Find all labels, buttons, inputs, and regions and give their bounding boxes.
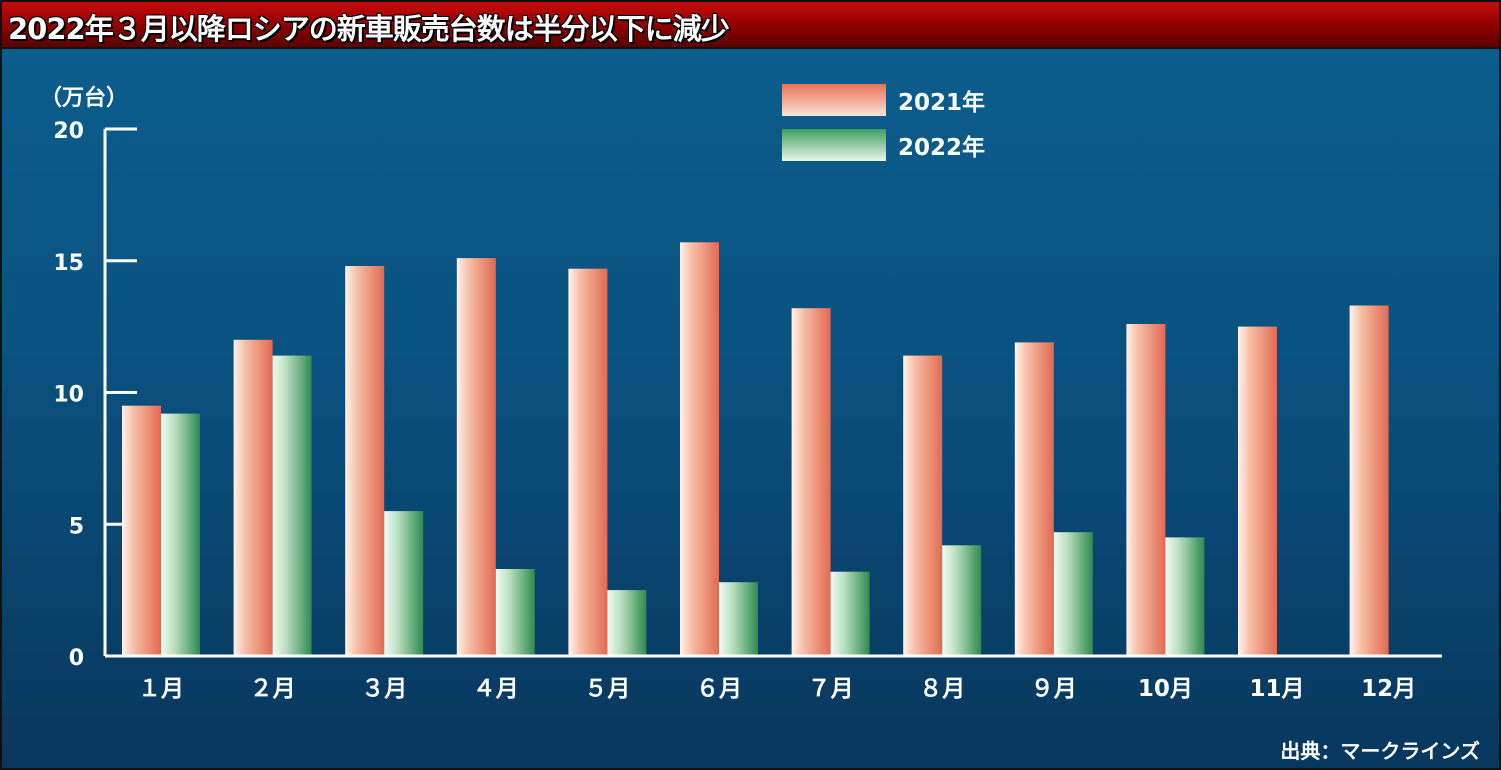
- bar-2022年-５月: [607, 590, 647, 656]
- bar-2021年-４月: [456, 258, 496, 656]
- y-tick-label: 5: [69, 514, 84, 539]
- y-tick-label: 15: [53, 251, 84, 276]
- legend-swatch-2022: [782, 129, 886, 161]
- y-axis-unit-label: （万台）: [40, 85, 128, 111]
- x-category-label: １月: [138, 676, 184, 702]
- bar-2022年-６月: [719, 582, 758, 656]
- x-category-label: ４月: [473, 676, 519, 702]
- x-category-label: 12月: [1361, 676, 1416, 702]
- bar-2021年-12月: [1349, 305, 1389, 656]
- bar-2022年-２月: [272, 355, 312, 656]
- bar-2022年-３月: [384, 511, 424, 656]
- bar-2021年-３月: [345, 266, 385, 656]
- bar-2021年-10月: [1126, 324, 1166, 656]
- title-bar: 2022年３月以降ロシアの新車販売台数は半分以下に減少: [2, 2, 1499, 49]
- legend-swatch-2021: [782, 84, 886, 116]
- x-category-label: ７月: [808, 676, 854, 702]
- bar-2022年-９月: [1053, 532, 1093, 656]
- x-category-label: 11月: [1249, 676, 1304, 702]
- x-category-label: ２月: [250, 676, 296, 702]
- legend-label-2021: 2021年: [898, 89, 985, 116]
- source-credit: 出典：マークラインズ: [1280, 739, 1480, 763]
- bar-series: [122, 242, 1389, 657]
- bar-2021年-９月: [1014, 342, 1054, 656]
- bar-2021年-７月: [791, 308, 831, 656]
- bar-2021年-１月: [122, 405, 161, 656]
- y-tick-label: 0: [69, 646, 84, 671]
- bar-2022年-４月: [495, 569, 535, 656]
- bar-2021年-８月: [903, 355, 943, 656]
- bar-2022年-７月: [830, 571, 870, 656]
- x-category-label: ９月: [1031, 676, 1077, 702]
- bar-2021年-11月: [1238, 326, 1277, 656]
- x-axis-labels: １月 ２月 ３月 ４月 ５月 ６月 ７月 ８月 ９月 10月 11月 12月: [138, 676, 1416, 702]
- x-category-label: ６月: [696, 676, 742, 702]
- bar-2022年-８月: [942, 545, 982, 656]
- x-category-label: ５月: [584, 676, 630, 702]
- bar-2022年-10月: [1165, 537, 1205, 656]
- y-tick-label: 10: [53, 383, 84, 408]
- bar-2021年-６月: [680, 242, 719, 657]
- legend-label-2022: 2022年: [898, 134, 985, 161]
- y-tick-label: 20: [53, 119, 84, 144]
- bar-2021年-２月: [233, 339, 273, 656]
- legend: 2021年 2022年: [782, 84, 985, 161]
- bar-2022年-１月: [161, 413, 200, 656]
- x-category-label: ８月: [919, 676, 965, 702]
- x-category-label: 10月: [1138, 676, 1193, 702]
- chart-title: 2022年３月以降ロシアの新車販売台数は半分以下に減少: [8, 12, 730, 46]
- bar-2021年-５月: [568, 268, 608, 656]
- y-axis-ticks: 0 5 10 15 20: [53, 119, 137, 671]
- x-category-label: ３月: [361, 676, 407, 702]
